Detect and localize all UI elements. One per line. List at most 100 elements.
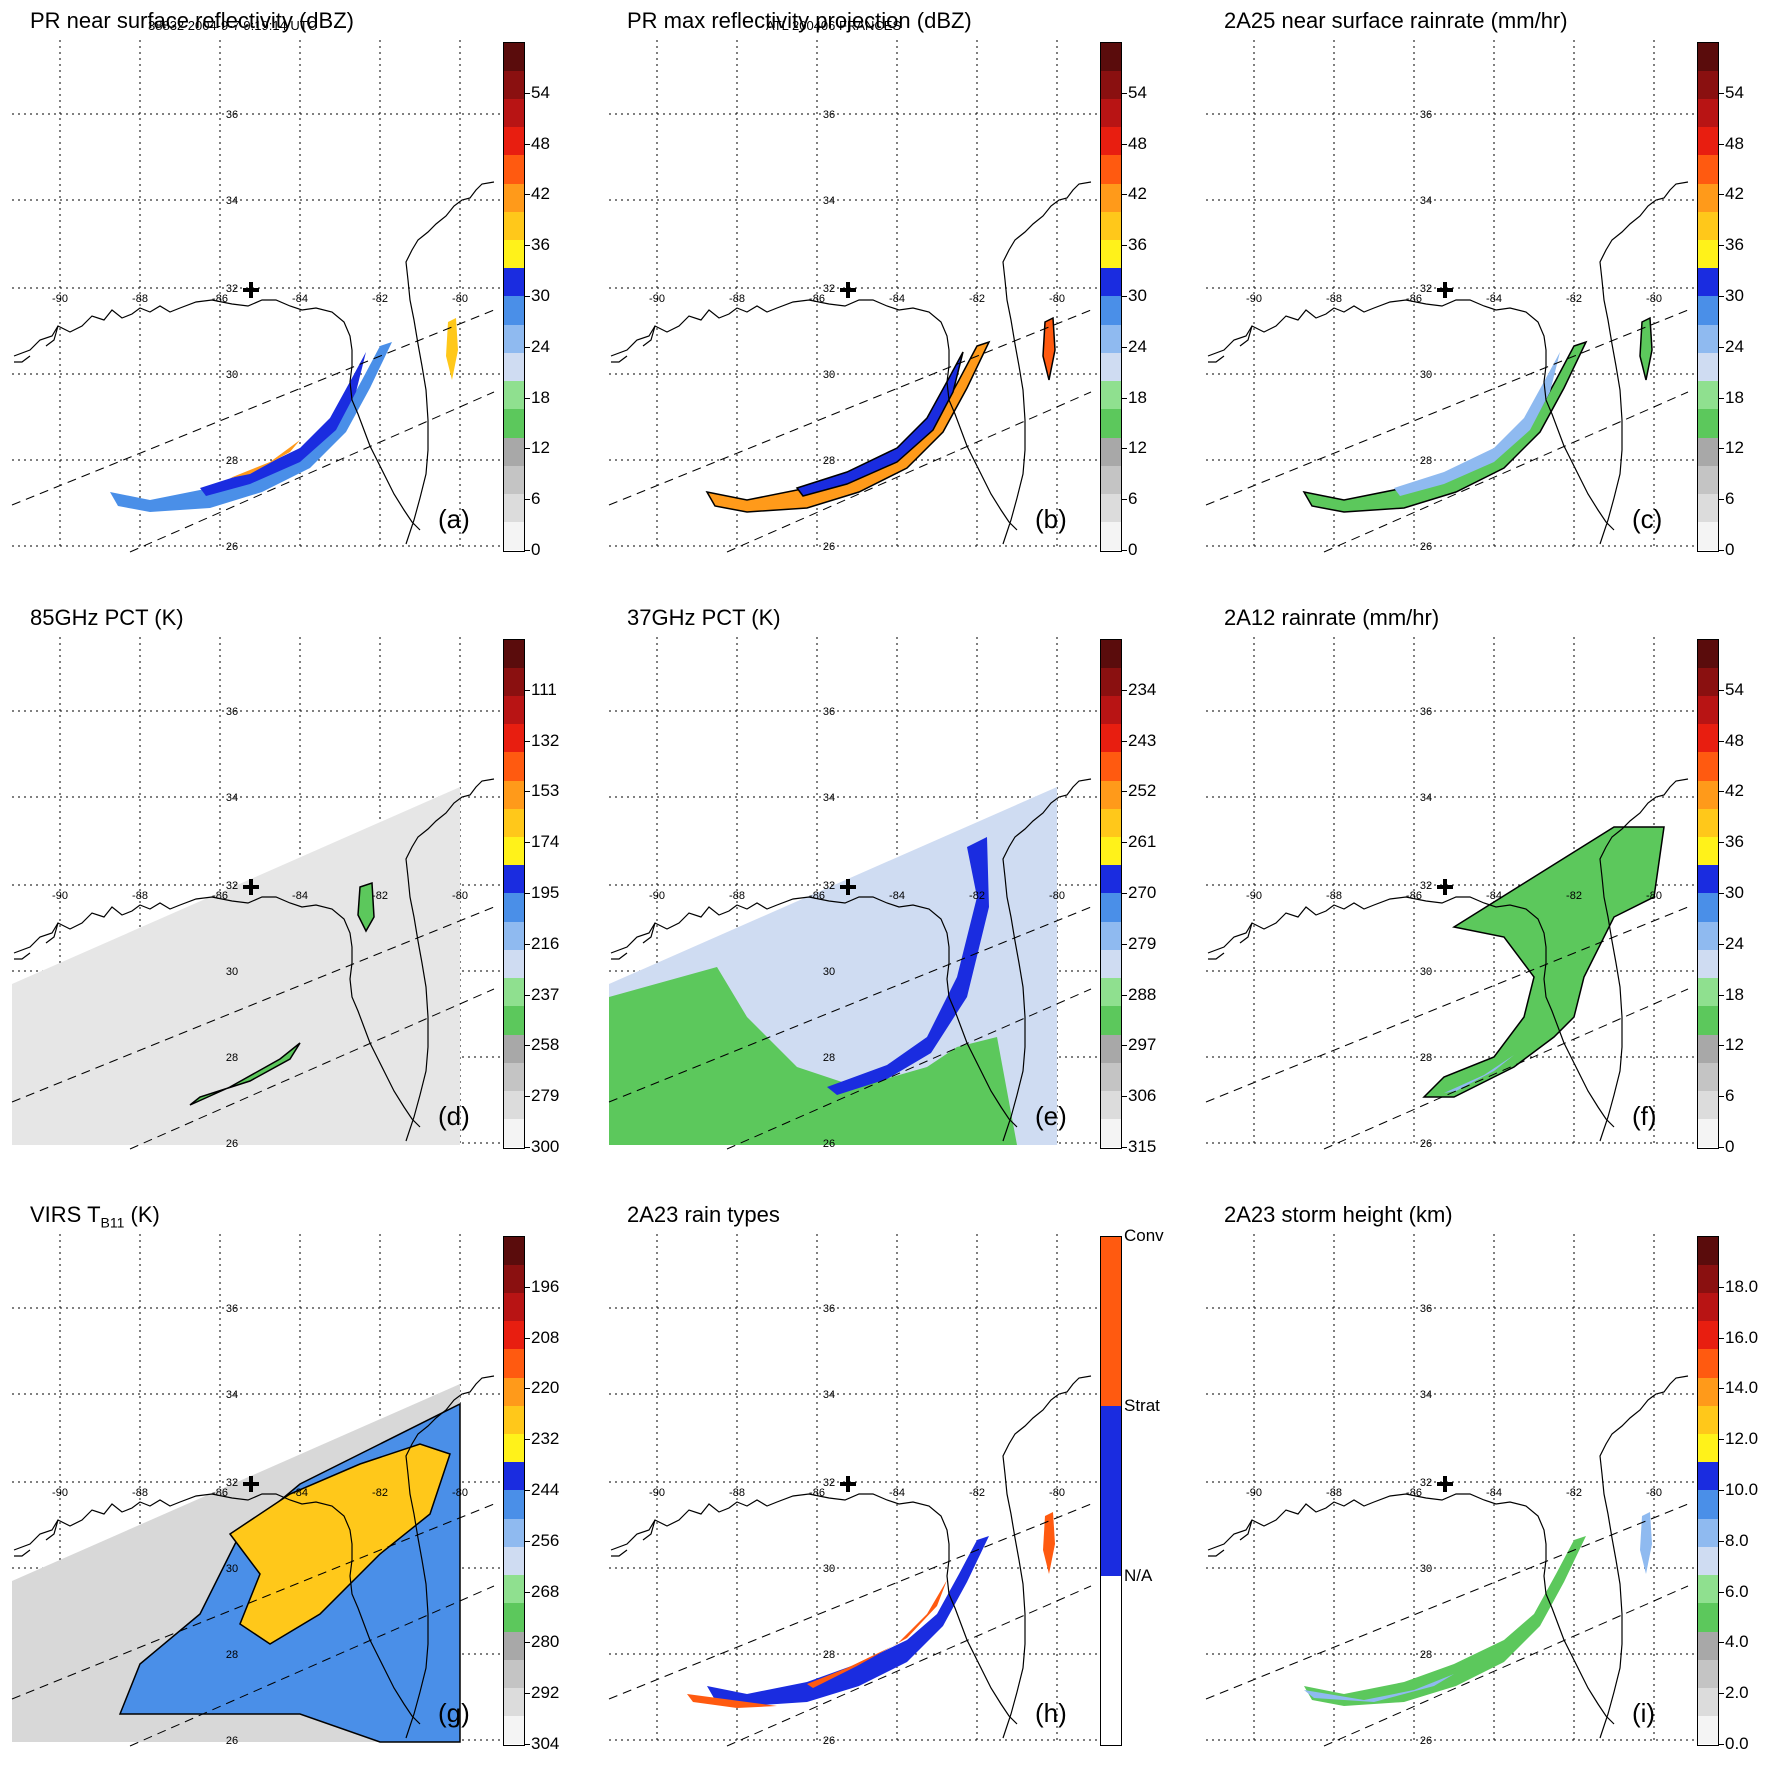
virs-coldest-tops — [228, 1443, 451, 1645]
lat-label: 26 — [226, 1735, 238, 1747]
colorbar-tick — [1719, 791, 1724, 793]
colorbar-tick — [525, 346, 530, 348]
colorbar-tick — [525, 1286, 530, 1288]
colorbar-tick-label: 6.0 — [1725, 1581, 1749, 1601]
colorbar-segment — [1100, 808, 1122, 838]
coastline-detail — [14, 1519, 59, 1557]
colorbar-segment — [503, 437, 525, 466]
colorbar-segment — [503, 639, 525, 668]
panel-letter: (a) — [438, 504, 470, 534]
colorbar-frame — [1697, 42, 1719, 552]
coastline — [1207, 778, 1689, 1142]
lon-label: -80 — [452, 293, 468, 305]
lon-label: -88 — [729, 293, 745, 305]
colorbar-segment — [503, 296, 525, 325]
colorbar-segment — [503, 267, 525, 297]
colorbar-tick-label: 48 — [1128, 133, 1147, 153]
lat-label: 34 — [1420, 1389, 1432, 1401]
colorbar-tick-label: 54 — [1725, 82, 1744, 102]
coastline — [13, 181, 495, 545]
colorbar-segment — [503, 1433, 525, 1463]
panel-i: 36 34 32 30 28 26 -90 -88 -86 -84 -82 -80 2A23 storm… — [1194, 1194, 1771, 1784]
colorbar-segment — [1697, 1546, 1719, 1576]
colorbar-tick-label: Conv — [1124, 1226, 1164, 1245]
colorbar-segment — [503, 1602, 525, 1632]
colorbar-segment — [1697, 493, 1719, 523]
colorbar-segment — [1100, 864, 1122, 894]
colorbar-tick-label: 280 — [531, 1632, 560, 1652]
colorbar-segment — [1697, 639, 1719, 668]
colorbar-tick — [525, 194, 530, 196]
swath-edge — [1323, 988, 1689, 1150]
colorbar-segment — [503, 864, 525, 894]
colorbar-segment — [503, 154, 525, 184]
colorbar: 54 48 42 36 30 24 18 12 6 0 — [503, 42, 550, 559]
panel-e: 36 34 32 30 28 26 -90 -88 -86 -84 -82 -80 37GHz PCT … — [597, 597, 1187, 1187]
lat-label: 30 — [1420, 966, 1432, 978]
colorbar-segment — [1100, 70, 1122, 99]
lon-label: -86 — [809, 293, 825, 305]
colorbar-tick — [1719, 1744, 1724, 1745]
coastline-detail — [611, 1519, 656, 1557]
lon-label: -86 — [212, 1487, 228, 1499]
colorbar-tick — [1719, 1693, 1724, 1695]
colorbar-segment — [1697, 1320, 1719, 1350]
colorbar-tick-label: 18 — [1725, 387, 1744, 407]
colorbar-tick-label: 6 — [531, 489, 541, 509]
colorbar-tick — [1719, 943, 1724, 945]
lat-label: 36 — [1420, 706, 1432, 718]
colorbar-tick — [1719, 740, 1724, 742]
colorbar-segment — [503, 521, 525, 551]
colorbar-segment — [1697, 1005, 1719, 1035]
colorbar-tick-label: 111 — [531, 679, 557, 699]
colorbar-tick — [1122, 943, 1127, 945]
colorbar-segment — [503, 126, 525, 156]
storm-center-marker — [1437, 1476, 1453, 1492]
colorbar-segment — [503, 1405, 525, 1435]
colorbar-tick-label: 12.0 — [1725, 1429, 1759, 1449]
lat-label: 34 — [823, 792, 835, 804]
colorbar-segment — [1100, 465, 1122, 495]
colorbar-segment — [1697, 949, 1719, 979]
colorbar-segment — [1100, 780, 1122, 809]
colorbar-tick — [1719, 1642, 1724, 1644]
swath-edge — [1323, 1585, 1689, 1747]
colorbar-tick — [525, 1490, 530, 1491]
colorbar-tick-label: 2.0 — [1725, 1683, 1749, 1703]
lat-label: 28 — [1420, 455, 1432, 467]
colorbar-segment — [1100, 267, 1122, 297]
lat-label: 36 — [226, 1303, 238, 1315]
colorbar-segment — [1697, 977, 1719, 1007]
colorbar-segment — [503, 1377, 525, 1406]
lon-label: -82 — [372, 1487, 388, 1499]
lat-label: 36 — [823, 1303, 835, 1315]
map-a: 36 34 32 30 28 26 -90 -88 -86 -84 -82 -80 — [11, 40, 500, 553]
colorbar-tick-label: 24 — [1725, 336, 1744, 356]
colorbar-tick — [1122, 397, 1127, 399]
colorbar-segment — [1697, 1236, 1719, 1265]
colorbar-segment — [503, 380, 525, 410]
coastline — [610, 778, 1092, 1142]
colorbar-segment — [503, 1659, 525, 1689]
colorbar-segment — [503, 1461, 525, 1491]
colorbar-segment — [1697, 1377, 1719, 1406]
colorbar-tick — [525, 689, 530, 691]
colorbar-tick-label: 36 — [531, 235, 550, 255]
colorbar-tick-label: 216 — [531, 933, 560, 953]
lat-label: 36 — [1420, 109, 1432, 121]
coastline-detail — [611, 922, 656, 960]
lon-label: -88 — [1326, 890, 1342, 902]
colorbar-tick-label: 0 — [1128, 540, 1138, 559]
max-reflectivity-core — [795, 351, 964, 497]
map-e: 36 34 32 30 28 26 -90 -88 -86 -84 -82 -80 — [608, 637, 1097, 1150]
max-reflectivity-area — [705, 340, 991, 513]
colorbar-tick — [525, 448, 530, 450]
colorbar-tick-label: 244 — [531, 1480, 560, 1499]
storm-center-marker — [243, 879, 259, 895]
lat-label: 32 — [226, 283, 238, 295]
colorbar-segment — [1100, 1576, 1122, 1746]
lat-label: 34 — [823, 1389, 835, 1401]
lon-label: -86 — [1406, 1487, 1422, 1499]
storm-height-east-band — [1640, 1512, 1652, 1574]
colorbar-tick-label: Strat — [1124, 1396, 1160, 1415]
